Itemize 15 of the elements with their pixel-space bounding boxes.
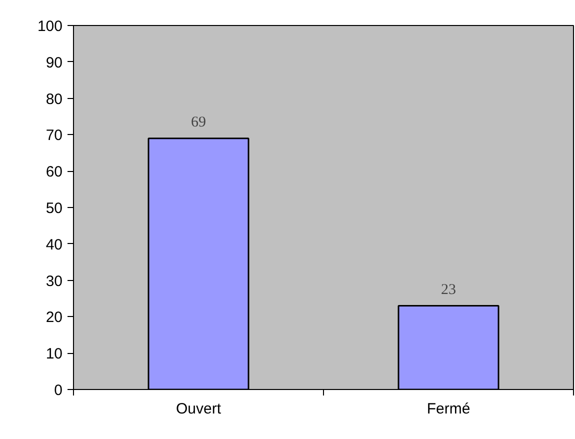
- y-tick-label: 0: [54, 382, 62, 399]
- data-label: 23: [441, 282, 456, 298]
- y-tick-label: 50: [46, 200, 63, 217]
- y-tick-label: 30: [46, 272, 63, 290]
- y-tick-label: 90: [46, 54, 63, 72]
- y-tick-label: 20: [46, 309, 63, 326]
- x-tick-label: Fermé: [426, 400, 470, 418]
- y-tick-label: 100: [37, 18, 63, 35]
- y-tick-label: 60: [46, 164, 63, 181]
- y-tick-label: 70: [46, 127, 63, 144]
- y-tick-label: 10: [46, 346, 63, 363]
- y-tick-label: 80: [46, 90, 63, 108]
- data-label: 69: [191, 114, 206, 130]
- x-tick-label: Ouvert: [176, 400, 222, 418]
- y-tick-label: 40: [46, 236, 63, 254]
